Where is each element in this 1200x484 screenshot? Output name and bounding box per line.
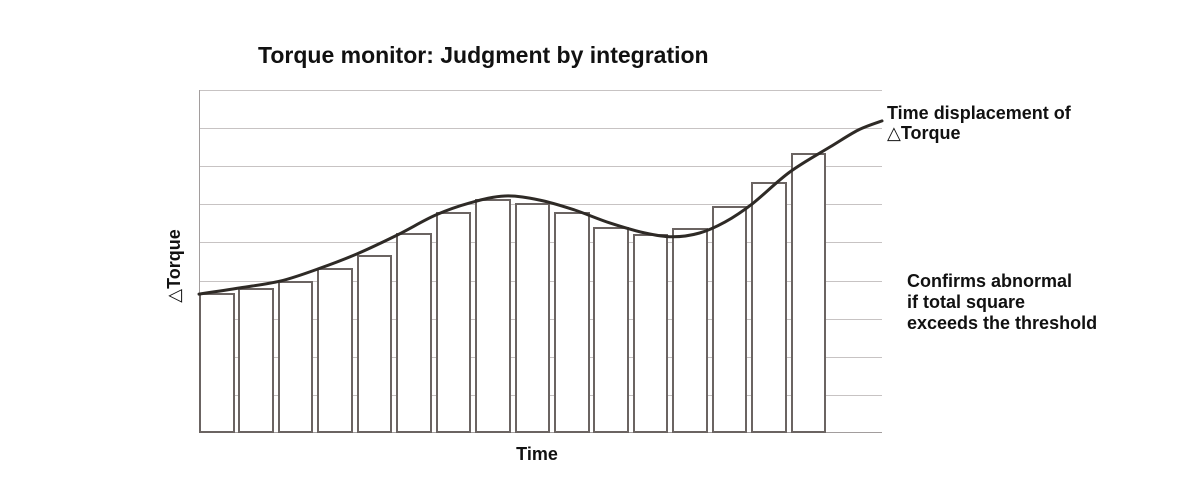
judgment-annotation: Confirms abnormal if total square exceed…: [907, 271, 1098, 333]
bar: [593, 226, 629, 433]
bar: [514, 202, 550, 433]
bar: [435, 212, 472, 433]
y-axis-label: △Torque: [164, 229, 184, 303]
bar: [199, 293, 235, 433]
bar: [672, 227, 708, 433]
bar: [317, 268, 353, 433]
bar: [277, 281, 314, 433]
chart-title: Torque monitor: Judgment by integration: [258, 42, 709, 68]
bar: [356, 255, 393, 433]
bar: [238, 287, 274, 433]
bar: [632, 234, 669, 433]
x-axis-label: Time: [516, 444, 558, 464]
bar: [396, 233, 432, 433]
bar: [751, 181, 787, 433]
bar: [790, 153, 827, 433]
gridline: [199, 90, 882, 91]
bar: [475, 199, 511, 433]
bars-layer: [199, 90, 882, 433]
curve-annotation: Time displacement of △Torque: [887, 103, 1071, 143]
plot-area: [197, 90, 884, 433]
bar: [711, 205, 748, 433]
bar: [554, 212, 590, 433]
